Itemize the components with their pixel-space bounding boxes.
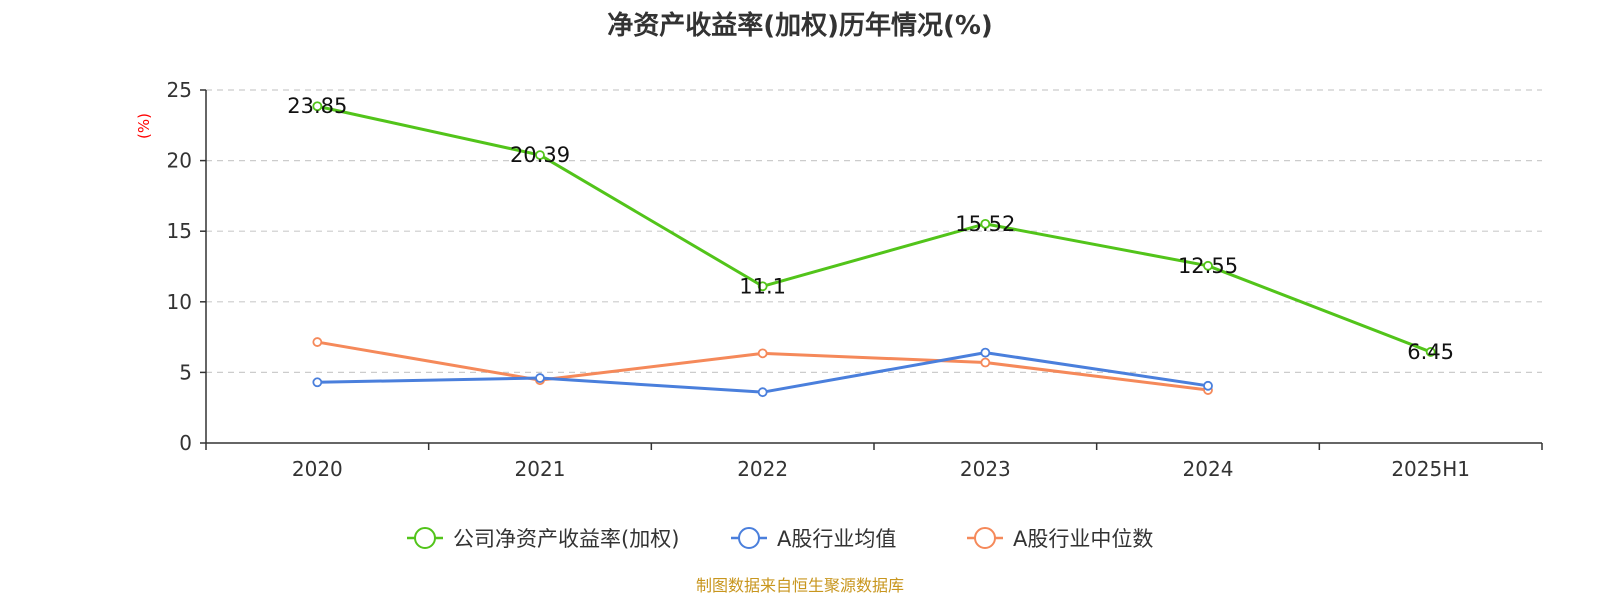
legend-label: A股行业中位数 <box>1013 527 1153 551</box>
legend-marker <box>414 527 436 549</box>
data-label: 6.45 <box>1407 340 1454 364</box>
data-point-1[interactable] <box>535 373 545 383</box>
legend-item-1[interactable]: A股行业均值 <box>731 527 896 551</box>
legend-label: A股行业均值 <box>777 527 896 551</box>
x-tick-label-2024: 2024 <box>1183 457 1234 481</box>
y-tick-label: 15 <box>167 219 192 243</box>
data-label: 15.52 <box>955 212 1015 236</box>
legend-label: 公司净资产收益率(加权) <box>453 527 679 551</box>
data-point-2[interactable] <box>312 337 323 347</box>
data-point-0[interactable] <box>1203 260 1213 271</box>
source-note: 制图数据来自恒生聚源数据库 <box>696 576 904 595</box>
data-label: 23.85 <box>287 94 347 118</box>
y-tick-label: 0 <box>179 431 192 455</box>
data-point-0[interactable] <box>980 218 991 229</box>
x-tick-label-2021: 2021 <box>515 457 566 481</box>
y-tick-label: 10 <box>167 290 192 314</box>
y-tick-label: 20 <box>167 149 192 173</box>
series-line-0 <box>317 104 1432 354</box>
data-point-1[interactable] <box>312 377 323 388</box>
data-label: 11.1 <box>739 274 786 298</box>
data-labels: 23.85 20.39 11.1 15.52 12.55 6.45 <box>287 94 1454 364</box>
data-point-0[interactable] <box>312 101 323 112</box>
x-tick-label-2023: 2023 <box>960 457 1011 481</box>
legend-item-0[interactable]: 公司净资产收益率(加权) <box>407 527 679 551</box>
data-point-0[interactable] <box>535 150 545 160</box>
data-label: 20.39 <box>510 143 570 167</box>
data-point-1[interactable] <box>1203 380 1213 391</box>
series-lines <box>312 101 1436 398</box>
legend-marker <box>738 527 760 549</box>
x-tick-label-2025H1: 2025H1 <box>1391 457 1470 481</box>
data-point-0[interactable] <box>757 281 768 292</box>
axes: 0 5 10 15 20 25 2020 2021 2022 2023 2024 2025H1 <box>167 78 1543 481</box>
data-point-2[interactable] <box>980 357 991 368</box>
legend-item-2[interactable]: A股行业中位数 <box>967 527 1153 551</box>
y-tick-label: 25 <box>167 78 192 102</box>
data-point-1[interactable] <box>757 387 768 398</box>
x-tick-label-2020: 2020 <box>292 457 343 481</box>
data-label: 12.55 <box>1178 254 1238 278</box>
legend[interactable]: 公司净资产收益率(加权) A股行业均值 A股行业中位数 <box>407 527 1153 551</box>
x-tick-label-2022: 2022 <box>737 457 788 481</box>
legend-marker <box>974 527 996 549</box>
data-point-0[interactable] <box>1425 347 1436 357</box>
grid-lines <box>206 89 1542 373</box>
chart-title: 净资产收益率(加权)历年情况(%) <box>607 10 993 41</box>
data-point-2[interactable] <box>757 348 768 359</box>
y-tick-label: 5 <box>179 360 192 384</box>
y-axis-unit-label: (%) <box>135 113 153 139</box>
data-point-1[interactable] <box>980 347 991 358</box>
